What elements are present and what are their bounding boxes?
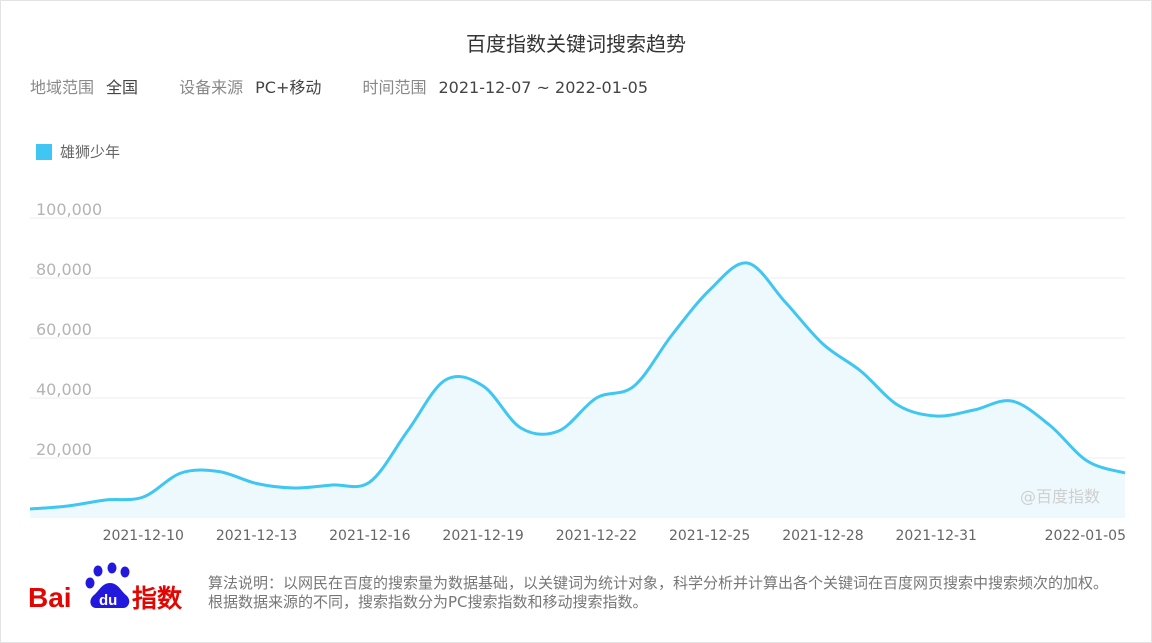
region-label: 地域范围 — [30, 78, 95, 97]
device-value: PC+移动 — [255, 78, 322, 97]
y-tick-label: 20,000 — [36, 440, 92, 459]
series-area — [30, 262, 1125, 518]
series-line — [29, 261, 1126, 511]
x-tick-label: 2021-12-10 — [103, 528, 184, 544]
chart-legend[interactable]: 雄狮少年 — [36, 141, 120, 162]
filter-bar: 地域范围 全国 设备来源 PC+移动 时间范围 2021-12-07 ~ 2022-0… — [30, 74, 684, 98]
time-value: 2021-12-07 ~ 2022-01-05 — [438, 78, 649, 97]
legend-label: 雄狮少年 — [60, 143, 121, 161]
baidu-index-logo: Bai du 指数 — [28, 562, 183, 613]
x-tick-label: 2021-12-22 — [556, 528, 637, 544]
algorithm-description: 算法说明：以网民在百度的搜索量为数据基础，以关键词为统计对象，科学分析并计算出各… — [208, 574, 1109, 611]
logo-bai: Bai — [28, 582, 72, 613]
chart-title: 百度指数关键词搜索趋势 — [466, 32, 686, 56]
y-tick-label: 100,000 — [36, 200, 102, 219]
x-tick-label: 2021-12-28 — [782, 528, 863, 544]
logo-index: 指数 — [132, 584, 183, 613]
legend-swatch — [36, 143, 52, 160]
region-filter: 地域范围 全国 — [30, 74, 138, 98]
x-tick-label: 2021-12-19 — [442, 528, 523, 544]
watermark: @百度指数 — [1020, 487, 1101, 506]
region-value: 全国 — [106, 78, 139, 97]
time-label: 时间范围 — [362, 78, 427, 97]
logo-du: du — [99, 592, 117, 609]
time-filter: 时间范围 2021-12-07 ~ 2022-01-05 — [362, 74, 648, 98]
x-tick-label: 2021-12-16 — [329, 528, 410, 544]
x-tick-label: 2021-12-31 — [896, 528, 977, 544]
x-tick-label: 2021-12-13 — [216, 528, 297, 544]
x-tick-label: 2021-12-25 — [669, 528, 750, 544]
paw-icon — [85, 562, 130, 608]
y-tick-label: 60,000 — [36, 320, 92, 339]
x-tick-label: 2022-01-05 — [1045, 528, 1126, 544]
y-tick-label: 80,000 — [36, 260, 92, 279]
device-filter: 设备来源 PC+移动 — [179, 74, 321, 98]
y-tick-label: 40,000 — [36, 380, 92, 399]
device-label: 设备来源 — [179, 78, 244, 97]
